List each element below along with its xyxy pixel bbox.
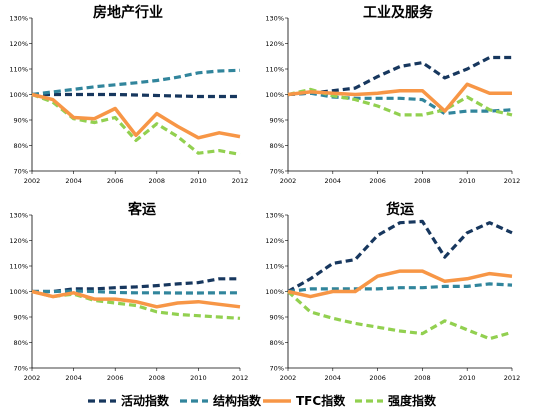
series-line-1 (287, 219, 513, 293)
series-line-2 (31, 68, 241, 97)
series-line-4 (31, 92, 241, 156)
series-line-3 (31, 92, 241, 140)
y-tick-label: 130% (9, 14, 28, 22)
y-tick-label: 70% (270, 364, 284, 372)
panel-1: 房地产行业 70% 80% 90% 100% 110% 120% 130% 2002 2004 20… (9, 4, 248, 185)
y-tick-label: 100% (9, 91, 28, 99)
x-tick-label: 2010 (190, 177, 207, 185)
y-tick-label: 130% (265, 14, 284, 22)
y-tick-label: 120% (9, 237, 28, 245)
x-tick-label: 2002 (280, 177, 297, 185)
x-tick-label: 2008 (149, 177, 166, 185)
x-tick-label: 2002 (280, 374, 297, 382)
x-tick-label: 2010 (459, 177, 476, 185)
y-tick-label: 110% (265, 262, 284, 270)
series-line-3 (287, 269, 513, 299)
x-tick-label: 2004 (325, 177, 342, 185)
y-tick-label: 100% (265, 288, 284, 296)
series-line-4 (286, 290, 513, 341)
series-line-2 (32, 289, 240, 295)
y-tick-label: 80% (270, 339, 284, 347)
x-tick-label: 2004 (65, 374, 82, 382)
y-tick-label: 130% (9, 211, 28, 219)
x-tick-label: 2010 (459, 374, 476, 382)
panel-title: 房地产行业 (93, 4, 163, 21)
series-line-1 (32, 92, 240, 99)
x-tick-label: 2002 (24, 374, 41, 382)
x-tick-label: 2010 (190, 374, 207, 382)
panel-4: 货运 70% 80% 90% 100% 110% 120% 130% 2002 2004 2006 2… (265, 201, 520, 382)
panel-title: 工业及服务 (363, 4, 434, 21)
y-tick-label: 70% (14, 167, 28, 175)
x-tick-label: 2012 (504, 177, 521, 185)
x-tick-label: 2008 (414, 177, 431, 185)
legend: 活动指数 结构指数 TFC指数 强度指数 (88, 393, 437, 408)
panel-title: 货运 (385, 201, 414, 218)
legend-label: 强度指数 (388, 393, 437, 408)
x-tick-label: 2012 (232, 177, 249, 185)
y-tick-label: 80% (14, 142, 28, 150)
x-tick-label: 2012 (232, 374, 249, 382)
x-tick-label: 2006 (107, 177, 124, 185)
y-tick-label: 90% (270, 313, 284, 321)
legend-label: 活动指数 (121, 393, 170, 408)
x-tick-label: 2004 (65, 177, 82, 185)
y-tick-label: 120% (9, 40, 28, 48)
legend-label: 结构指数 (213, 393, 262, 408)
y-tick-label: 110% (9, 65, 28, 73)
y-tick-label: 80% (14, 339, 28, 347)
panel-2: 工业及服务 70% 80% 90% 100% 110% 120% 130% 2002 2004 20… (265, 4, 520, 185)
x-tick-label: 2004 (325, 374, 342, 382)
x-tick-label: 2006 (369, 374, 386, 382)
x-tick-label: 2008 (149, 374, 166, 382)
series-line-3 (31, 289, 241, 309)
y-tick-label: 130% (265, 211, 284, 219)
series-line-1 (32, 277, 240, 294)
y-tick-label: 80% (270, 142, 284, 150)
y-tick-label: 90% (14, 313, 28, 321)
y-tick-label: 70% (14, 364, 28, 372)
series-line-3 (287, 82, 512, 113)
x-tick-label: 2006 (369, 177, 386, 185)
panel-title: 客运 (127, 201, 156, 218)
x-tick-label: 2008 (414, 374, 431, 382)
series-line-2 (287, 282, 513, 294)
y-tick-label: 110% (265, 65, 284, 73)
y-tick-label: 90% (14, 116, 28, 124)
x-tick-label: 2012 (504, 374, 521, 382)
y-tick-label: 100% (9, 288, 28, 296)
x-tick-label: 2006 (107, 374, 124, 382)
y-tick-label: 120% (265, 237, 284, 245)
y-tick-label: 100% (265, 91, 284, 99)
y-tick-label: 110% (9, 262, 28, 270)
y-tick-label: 90% (270, 116, 284, 124)
x-tick-label: 2002 (24, 177, 41, 185)
panel-3: 客运 70% 80% 90% 100% 110% 120% 130% 2002 2004 2006 2… (9, 201, 248, 382)
y-tick-label: 120% (265, 40, 284, 48)
series-line-2 (287, 91, 513, 116)
legend-label: TFC指数 (296, 393, 346, 408)
y-tick-label: 70% (270, 167, 284, 175)
